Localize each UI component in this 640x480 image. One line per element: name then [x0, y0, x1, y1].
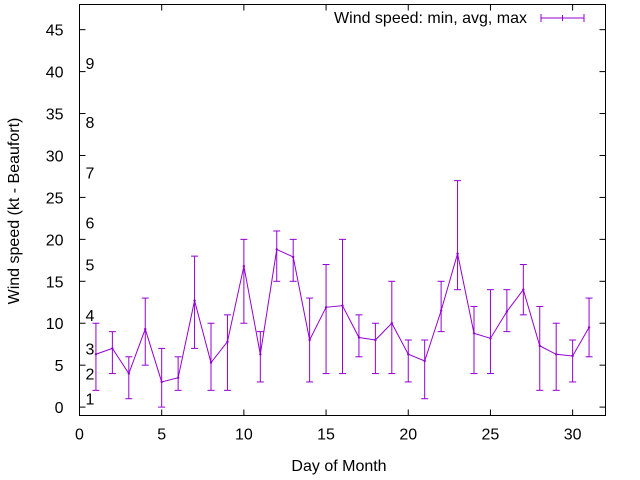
avg-point [127, 372, 131, 375]
error-bar [174, 356, 182, 391]
error-bar [223, 314, 231, 391]
avg-point [111, 347, 114, 350]
avg-point [571, 354, 574, 358]
error-bar [437, 280, 445, 333]
legend: Wind speed: min, avg, max [334, 10, 585, 27]
beaufort-label: 9 [86, 56, 95, 73]
y-tick-label: 15 [46, 274, 64, 291]
y-tick-label: 0 [55, 400, 64, 417]
data-series [92, 180, 593, 408]
error-bar [388, 280, 396, 375]
x-tick-label: 30 [564, 427, 582, 444]
error-bar [470, 305, 478, 375]
error-bar [569, 339, 577, 383]
y-tick-label: 40 [46, 65, 64, 82]
avg-point [374, 338, 377, 342]
y-tick-label: 20 [46, 232, 64, 249]
error-bar [552, 322, 560, 391]
avg-point [522, 288, 525, 291]
avg-point [259, 353, 262, 356]
x-tick-label: 10 [235, 427, 253, 444]
error-bar [519, 264, 527, 316]
error-bar [92, 322, 100, 391]
y-tick-label: 45 [46, 23, 64, 40]
error-bar [322, 264, 330, 375]
x-tick-label: 0 [75, 427, 84, 444]
error-bar [158, 347, 166, 408]
x-tick-label: 15 [317, 427, 335, 444]
error-bar [536, 305, 544, 391]
avg-point [390, 322, 394, 325]
plot-frame [79, 4, 606, 416]
avg-point [209, 361, 213, 364]
error-bar [207, 322, 215, 391]
avg-point [94, 353, 98, 356]
avg-point [554, 353, 558, 356]
error-bar [339, 238, 346, 375]
avg-point [275, 248, 278, 251]
error-bar [585, 297, 593, 358]
avg-point [472, 332, 476, 335]
error-bar [108, 331, 116, 375]
error-bar [306, 297, 314, 383]
legend-label: Wind speed: min, avg, max [334, 10, 527, 27]
avg-point [456, 252, 459, 255]
avg-point [291, 255, 295, 259]
avg-point [407, 353, 410, 356]
error-bar [141, 297, 149, 366]
error-bar [273, 230, 281, 282]
x-tick-label: 20 [399, 427, 417, 444]
avg-point [193, 299, 196, 302]
avg-point [160, 380, 163, 384]
avg-point [439, 309, 443, 312]
beaufort-label: 6 [86, 216, 95, 233]
avg-point [176, 376, 180, 379]
avg-point [423, 359, 426, 363]
error-bar [125, 356, 133, 400]
error-bar [486, 289, 494, 375]
avg-point [144, 327, 147, 331]
avg-point [357, 336, 361, 339]
error-bar [240, 238, 248, 324]
x-axis-label: Day of Month [291, 458, 386, 475]
y-tick-label: 35 [46, 107, 64, 124]
error-bar [191, 255, 199, 349]
beaufort-label: 1 [86, 392, 95, 409]
avg-point [324, 306, 328, 309]
avg-point [538, 344, 541, 348]
beaufort-label: 8 [86, 115, 95, 132]
error-bar [256, 331, 264, 383]
error-bar [454, 180, 462, 291]
beaufort-scale: 1 2 3 4 5 6 7 8 9 [86, 56, 95, 409]
avg-point [505, 310, 509, 313]
error-bar [289, 238, 297, 282]
x-tick-label: 5 [157, 427, 166, 444]
avg-point [587, 326, 591, 329]
y-axis-label: Wind speed (kt - Beaufort) [6, 118, 23, 305]
error-bar [371, 322, 379, 375]
error-bar [421, 339, 429, 400]
avg-point [489, 337, 492, 340]
error-bar [355, 314, 363, 358]
beaufort-label: 5 [86, 258, 95, 275]
avg-point [226, 340, 229, 343]
x-tick-label: 25 [482, 427, 500, 444]
beaufort-label: 3 [86, 341, 95, 358]
beaufort-label: 7 [86, 165, 95, 182]
y-tick-label: 10 [46, 316, 64, 333]
y-tick-label: 30 [46, 148, 64, 165]
y-tick-label: 25 [46, 190, 64, 207]
avg-point [341, 304, 344, 307]
beaufort-label: 4 [86, 308, 95, 325]
y-tick-label: 5 [55, 358, 64, 375]
avg-point [308, 338, 311, 342]
error-bar [503, 289, 511, 333]
avg-point [242, 264, 246, 268]
beaufort-label: 2 [86, 367, 95, 384]
error-bar [404, 339, 412, 383]
